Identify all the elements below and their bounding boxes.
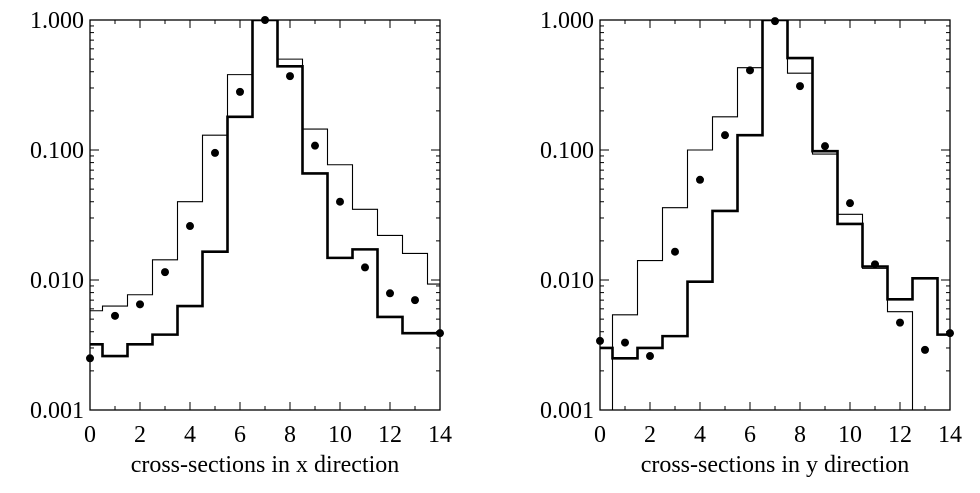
step-line-thick bbox=[600, 20, 950, 360]
data-point bbox=[696, 175, 704, 184]
x-axis-title: cross-sections in y direction bbox=[641, 452, 910, 478]
data-point bbox=[671, 247, 679, 256]
y-tick-label: 1.000 bbox=[540, 8, 594, 34]
data-point bbox=[161, 268, 169, 277]
x-tick-label: 8 bbox=[284, 422, 296, 448]
step-line-thick bbox=[90, 20, 440, 358]
data-point bbox=[361, 263, 369, 272]
data-point bbox=[721, 131, 729, 140]
data-point bbox=[411, 296, 419, 305]
x-tick-label: 6 bbox=[234, 422, 246, 448]
data-point bbox=[596, 336, 604, 345]
data-point bbox=[796, 82, 804, 91]
x-tick-label: 14 bbox=[938, 422, 962, 448]
x-tick-label: 0 bbox=[84, 422, 96, 448]
x-tick-label: 10 bbox=[838, 422, 862, 448]
data-point bbox=[111, 311, 119, 320]
x-tick-label: 0 bbox=[594, 422, 606, 448]
y-tick-label: 0.001 bbox=[540, 398, 594, 424]
x-tick-label: 2 bbox=[644, 422, 656, 448]
data-point bbox=[921, 345, 929, 354]
panel-x-direction: 0 2 4 6 8 10 12 14 0.001 0.010 0.100 1.000 cross-sec… bbox=[30, 8, 452, 478]
x-tick-label: 6 bbox=[744, 422, 756, 448]
data-point bbox=[386, 289, 394, 298]
x-tick-label: 14 bbox=[428, 422, 452, 448]
data-point bbox=[336, 197, 344, 206]
y-tick-label: 0.010 bbox=[540, 268, 594, 294]
x-tick-label: 2 bbox=[134, 422, 146, 448]
x-tick-label: 4 bbox=[184, 422, 196, 448]
x-tick-label: 12 bbox=[378, 422, 402, 448]
y-tick-label: 0.100 bbox=[30, 138, 84, 164]
x-tick-label: 10 bbox=[328, 422, 352, 448]
x-axis-title: cross-sections in x direction bbox=[131, 452, 400, 478]
y-tick-label: 0.100 bbox=[540, 138, 594, 164]
step-line-thin bbox=[90, 20, 440, 312]
data-point bbox=[136, 300, 144, 309]
data-point bbox=[86, 354, 94, 363]
y-tick-label: 1.000 bbox=[30, 8, 84, 34]
x-tick-label: 12 bbox=[888, 422, 912, 448]
data-point bbox=[621, 338, 629, 347]
data-point bbox=[186, 222, 194, 231]
x-tick-label: 4 bbox=[694, 422, 706, 448]
data-point bbox=[646, 352, 654, 361]
data-point bbox=[846, 199, 854, 208]
data-point bbox=[211, 148, 219, 157]
data-point bbox=[311, 141, 319, 150]
data-point bbox=[286, 72, 294, 81]
plot-frame bbox=[89, 19, 441, 411]
plot-frame bbox=[599, 19, 951, 411]
panel-y-direction: 0 2 4 6 8 10 12 14 0.001 0.010 0.100 1.000 cross-sec… bbox=[540, 8, 962, 478]
data-point bbox=[821, 142, 829, 151]
data-point bbox=[896, 318, 904, 327]
x-tick-label: 8 bbox=[794, 422, 806, 448]
step-line-thin bbox=[600, 20, 950, 410]
y-tick-label: 0.001 bbox=[30, 398, 84, 424]
data-point bbox=[746, 66, 754, 75]
data-point bbox=[236, 87, 244, 96]
y-tick-label: 0.010 bbox=[30, 268, 84, 294]
data-point bbox=[946, 329, 954, 338]
